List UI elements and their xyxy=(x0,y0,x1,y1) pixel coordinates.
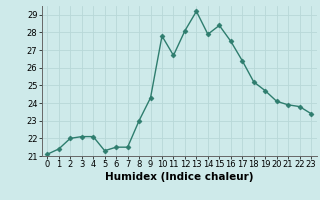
X-axis label: Humidex (Indice chaleur): Humidex (Indice chaleur) xyxy=(105,172,253,182)
